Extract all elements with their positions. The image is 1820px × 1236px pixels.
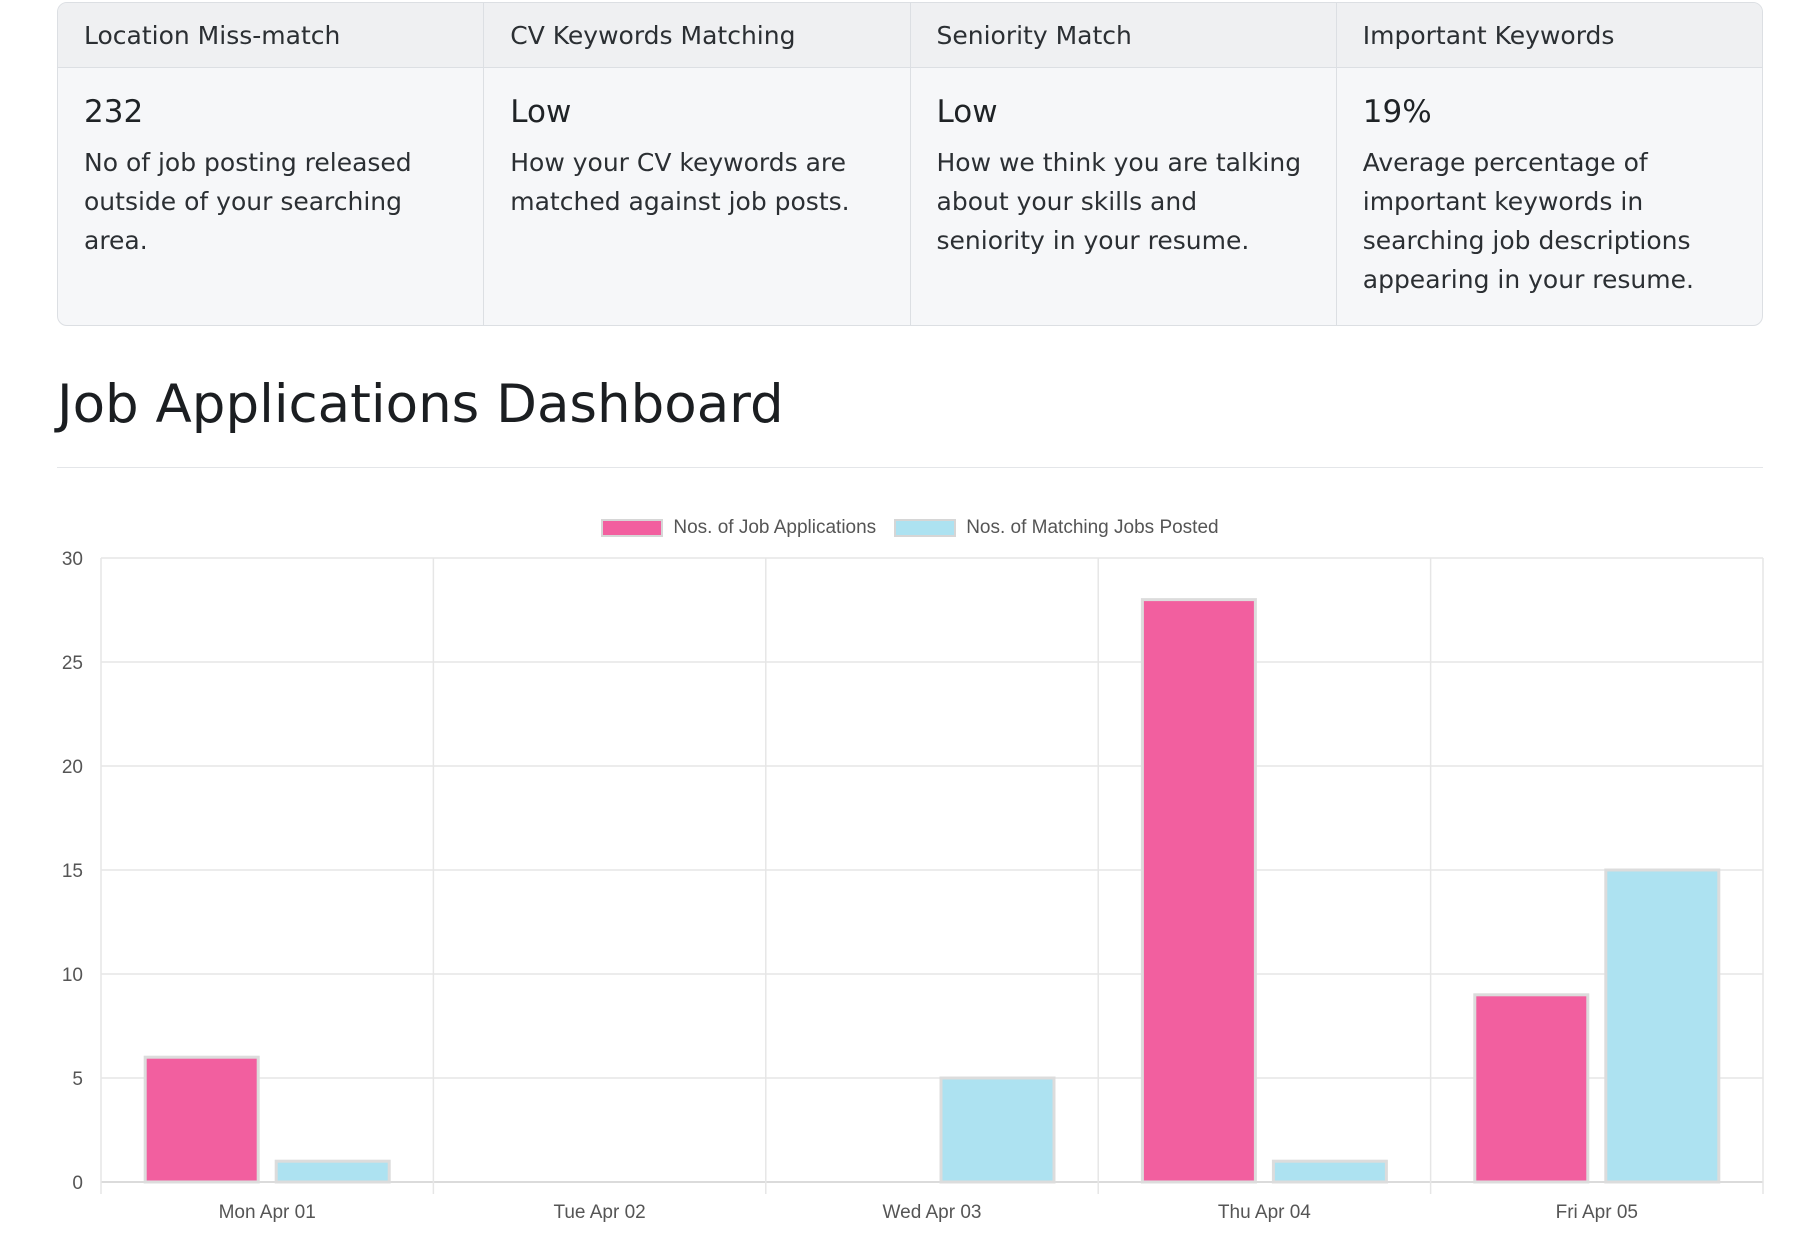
bar-matching-jobs xyxy=(939,1076,1056,1184)
card-text: How we think you are talking about your … xyxy=(936,148,1302,256)
stats-card-group: Location Miss-match 232 No of job postin… xyxy=(57,2,1763,326)
card-value: Low xyxy=(936,94,998,130)
card-text: Average percentage of important keywords… xyxy=(1362,148,1694,295)
y-tick-label: 20 xyxy=(62,757,83,778)
bar-applications xyxy=(143,1055,260,1184)
card-value: 19% xyxy=(1362,94,1432,130)
legend-label-matching-jobs: Nos. of Matching Jobs Posted xyxy=(966,517,1219,538)
card-body: Low How we think you are talking about y… xyxy=(911,68,1336,260)
bar-applications xyxy=(1140,598,1257,1184)
card-body: Low How your CV keywords are matched aga… xyxy=(484,68,909,221)
chart-legend: Nos. of Job Applications Nos. of Matchin… xyxy=(0,517,1820,539)
card-text: No of job posting released outside of yo… xyxy=(84,148,412,256)
card-header: Important Keywords xyxy=(1336,3,1762,68)
y-tick-label: 0 xyxy=(72,1173,83,1194)
card-header: Location Miss-match xyxy=(58,3,484,68)
card-text: How your CV keywords are matched against… xyxy=(510,148,850,217)
card-header: Seniority Match xyxy=(910,3,1336,68)
x-tick-label: Wed Apr 03 xyxy=(883,1202,982,1223)
x-tick-label: Fri Apr 05 xyxy=(1556,1202,1638,1223)
y-tick-label: 5 xyxy=(72,1069,83,1090)
x-tick-label: Mon Apr 01 xyxy=(219,1202,316,1223)
legend-swatch-matching-jobs xyxy=(894,519,957,537)
dashboard-title: Job Applications Dashboard xyxy=(57,374,784,435)
legend-item-applications[interactable]: Nos. of Job Applications xyxy=(601,517,876,539)
y-tick-label: 10 xyxy=(62,965,83,986)
title-divider xyxy=(57,467,1763,468)
card-seniority-match: Seniority Match Low How we think you are… xyxy=(910,3,1337,325)
bar-matching-jobs xyxy=(1271,1159,1388,1184)
card-value: 232 xyxy=(84,94,144,130)
legend-item-matching-jobs[interactable]: Nos. of Matching Jobs Posted xyxy=(894,517,1219,539)
legend-swatch-applications xyxy=(601,519,664,537)
y-tick-label: 25 xyxy=(62,653,83,674)
card-important-keywords: Important Keywords 19% Average percentag… xyxy=(1336,3,1762,325)
bar-matching-jobs xyxy=(274,1159,391,1184)
card-body: 232 No of job posting released outside o… xyxy=(58,68,483,260)
x-tick-label: Thu Apr 04 xyxy=(1218,1202,1311,1223)
legend-label-applications: Nos. of Job Applications xyxy=(673,517,877,538)
bar-applications xyxy=(1473,993,1590,1184)
y-tick-label: 15 xyxy=(62,861,83,882)
bar-chart: 0 5 10 15 20 25 30 Mon Apr 01 Tue Apr 02 Wed Apr … xyxy=(62,549,1764,1223)
card-value: Low xyxy=(510,94,572,130)
card-cv-keywords: CV Keywords Matching Low How your CV key… xyxy=(484,3,911,325)
card-location-mismatch: Location Miss-match 232 No of job postin… xyxy=(58,3,485,325)
card-header: CV Keywords Matching xyxy=(484,3,910,68)
bar-matching-jobs xyxy=(1604,868,1721,1184)
card-body: 19% Average percentage of important keyw… xyxy=(1337,68,1762,299)
y-tick-label: 30 xyxy=(62,549,83,570)
x-tick-label: Tue Apr 02 xyxy=(553,1202,645,1223)
